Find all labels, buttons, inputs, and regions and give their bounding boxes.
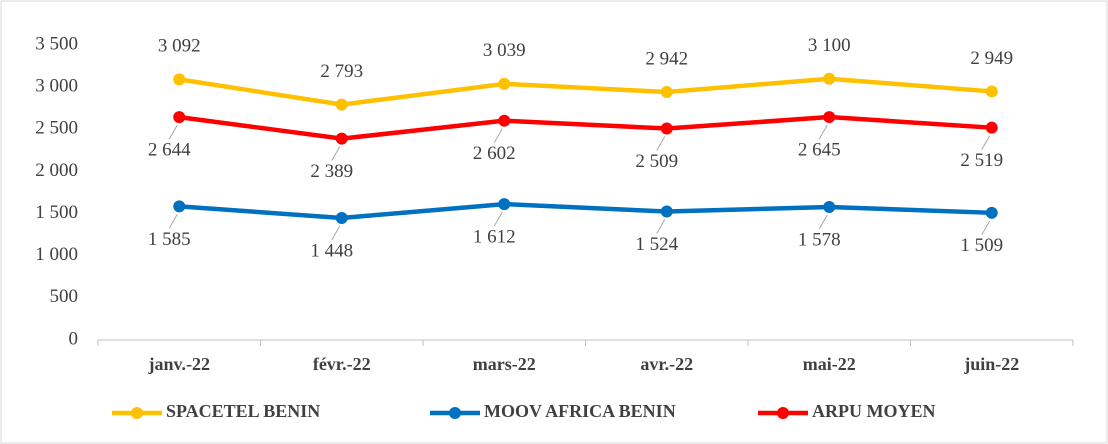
y-tick-label: 3 500 [35,33,78,54]
data-label: 1 578 [798,229,841,250]
point [498,77,511,90]
legend-label: ARPU MOYEN [812,401,936,421]
point [335,211,348,224]
data-label: 1 524 [635,234,678,255]
point [335,98,348,111]
data-label: 2 793 [320,61,363,82]
data-label: 1 585 [148,229,191,250]
y-tick-label: 1 000 [35,244,78,265]
data-label: 2 942 [645,48,688,69]
point [823,72,836,85]
leader-line [331,146,341,161]
x-tick-label: avr.-22 [640,354,693,374]
legend-marker [131,407,143,419]
data-label: 2 949 [970,48,1013,69]
data-label: 2 644 [148,140,191,161]
point [660,205,673,218]
legend-marker [449,407,461,419]
data-label: 1 448 [310,240,353,261]
leader-line [981,220,991,236]
x-tick-label: mai-22 [803,354,856,374]
x-tick-label: mars-22 [473,354,536,374]
x-tick-label: juin-22 [963,354,1019,374]
y-tick-label: 2 500 [35,118,78,139]
point [173,73,186,86]
point [498,114,511,127]
point [985,85,998,98]
y-tick-label: 500 [50,286,79,307]
leader-line [818,214,828,230]
y-tick-label: 1 500 [35,202,78,223]
series-line [179,201,992,221]
point [985,121,998,134]
data-label: 1 612 [473,226,516,247]
point [335,132,348,145]
x-tick-label: janv.-22 [147,354,210,374]
leader-line [818,124,828,140]
data-label: 2 602 [473,143,516,164]
point [985,206,998,219]
y-tick-label: 0 [69,328,79,349]
legend-marker [777,407,789,419]
leader-line [656,136,666,151]
leader-line [656,219,666,234]
x-tick-label: févr.-22 [313,354,371,374]
legend-label: MOOV AFRICA BENIN [484,401,676,421]
point [660,86,673,99]
series-line [178,114,992,141]
data-label: 3 092 [158,36,201,57]
leader-line [981,135,991,150]
y-tick-label: 3 000 [35,76,78,97]
leader-line [168,124,178,140]
leader-line [331,225,341,241]
y-tick-label: 2 000 [35,160,78,181]
data-label: 2 645 [798,139,841,160]
leader-line [168,214,178,229]
data-label: 2 509 [635,151,678,172]
point [173,200,186,213]
data-label: 1 509 [960,235,1003,256]
point [498,198,511,211]
point [823,111,836,124]
point [660,122,673,135]
data-label: 2 389 [310,161,353,182]
data-label: 3 100 [808,35,851,56]
point [173,111,186,124]
leader-line [493,211,503,227]
series-line [178,76,992,107]
leader-line [493,128,503,143]
point [823,200,836,213]
legend-label: SPACETEL BENIN [166,401,320,421]
data-label: 3 039 [483,40,526,61]
data-label: 2 519 [960,150,1003,171]
